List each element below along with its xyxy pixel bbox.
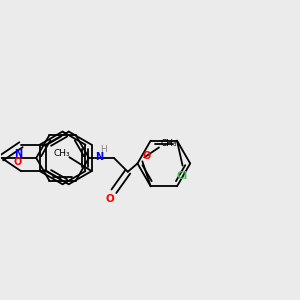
Text: Cl: Cl [177,170,188,181]
Text: CH₃: CH₃ [53,149,70,158]
Text: H: H [100,146,107,154]
Text: O: O [142,152,150,161]
Text: N: N [95,152,104,162]
Text: O: O [14,157,22,167]
Text: O: O [106,194,114,204]
Text: N: N [14,149,22,159]
Text: CH₃: CH₃ [160,139,177,148]
